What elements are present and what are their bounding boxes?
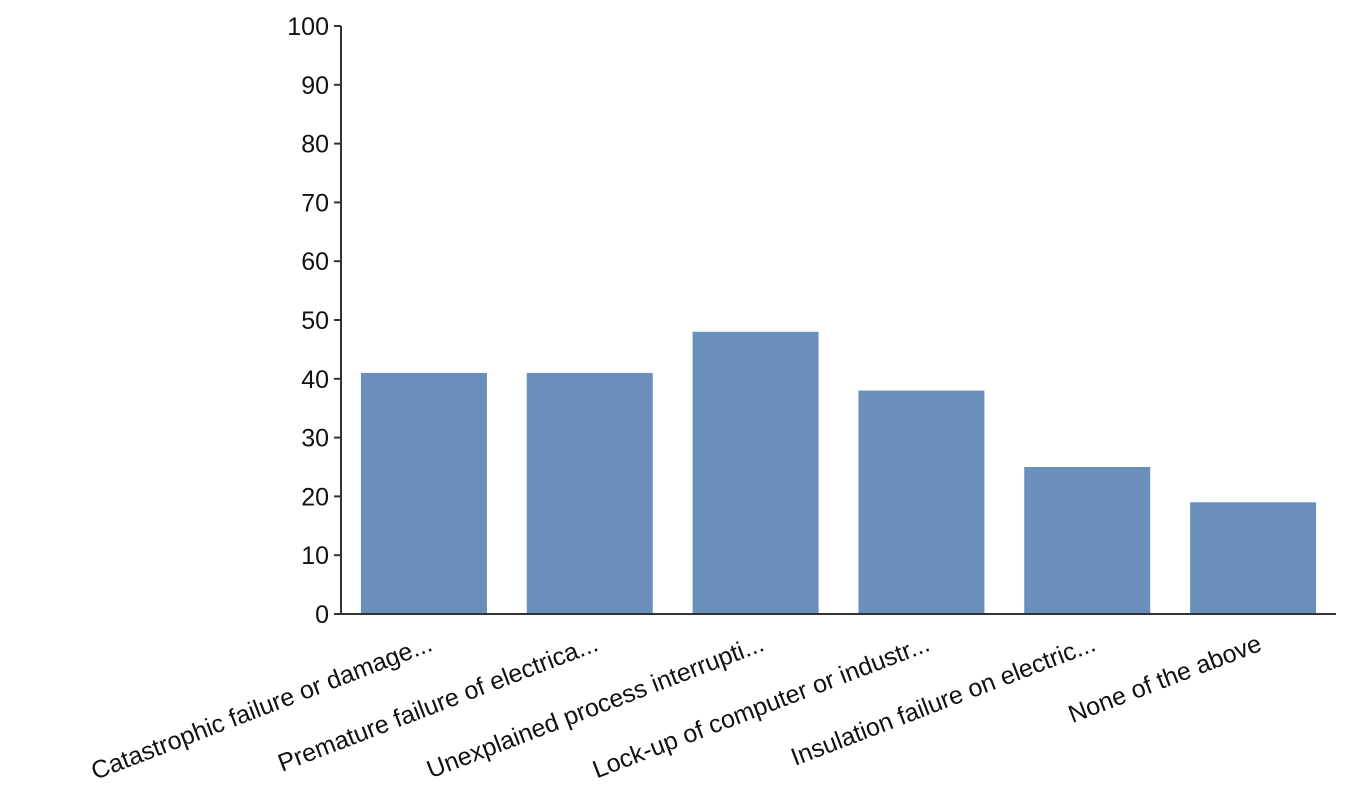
y-tick-label: 60 xyxy=(301,248,329,276)
x-axis-labels: Catastrophic failure or damage...Prematu… xyxy=(87,629,1265,785)
bar xyxy=(1024,467,1150,614)
x-tick-label: Catastrophic failure or damage... xyxy=(87,629,436,785)
y-tick-label: 30 xyxy=(301,425,329,453)
y-tick-label: 80 xyxy=(301,131,329,159)
y-tick-label: 10 xyxy=(301,542,329,570)
y-tick-label: 40 xyxy=(301,366,329,394)
y-axis-ticks: 0 10 20 30 40 50 60 70 80 90 100 xyxy=(287,13,341,629)
y-tick-label: 20 xyxy=(301,483,329,511)
y-tick-label: 100 xyxy=(287,13,329,41)
y-tick-label: 70 xyxy=(301,189,329,217)
y-tick-label: 0 xyxy=(315,601,329,629)
bar xyxy=(693,332,819,614)
y-tick-label: 90 xyxy=(301,72,329,100)
x-tick-label: Insulation failure on electric... xyxy=(787,629,1099,771)
bar xyxy=(858,391,984,614)
bar xyxy=(527,373,653,614)
y-tick-label: 50 xyxy=(301,307,329,335)
bar xyxy=(361,373,487,614)
bar xyxy=(1190,502,1316,614)
bars xyxy=(361,332,1316,614)
